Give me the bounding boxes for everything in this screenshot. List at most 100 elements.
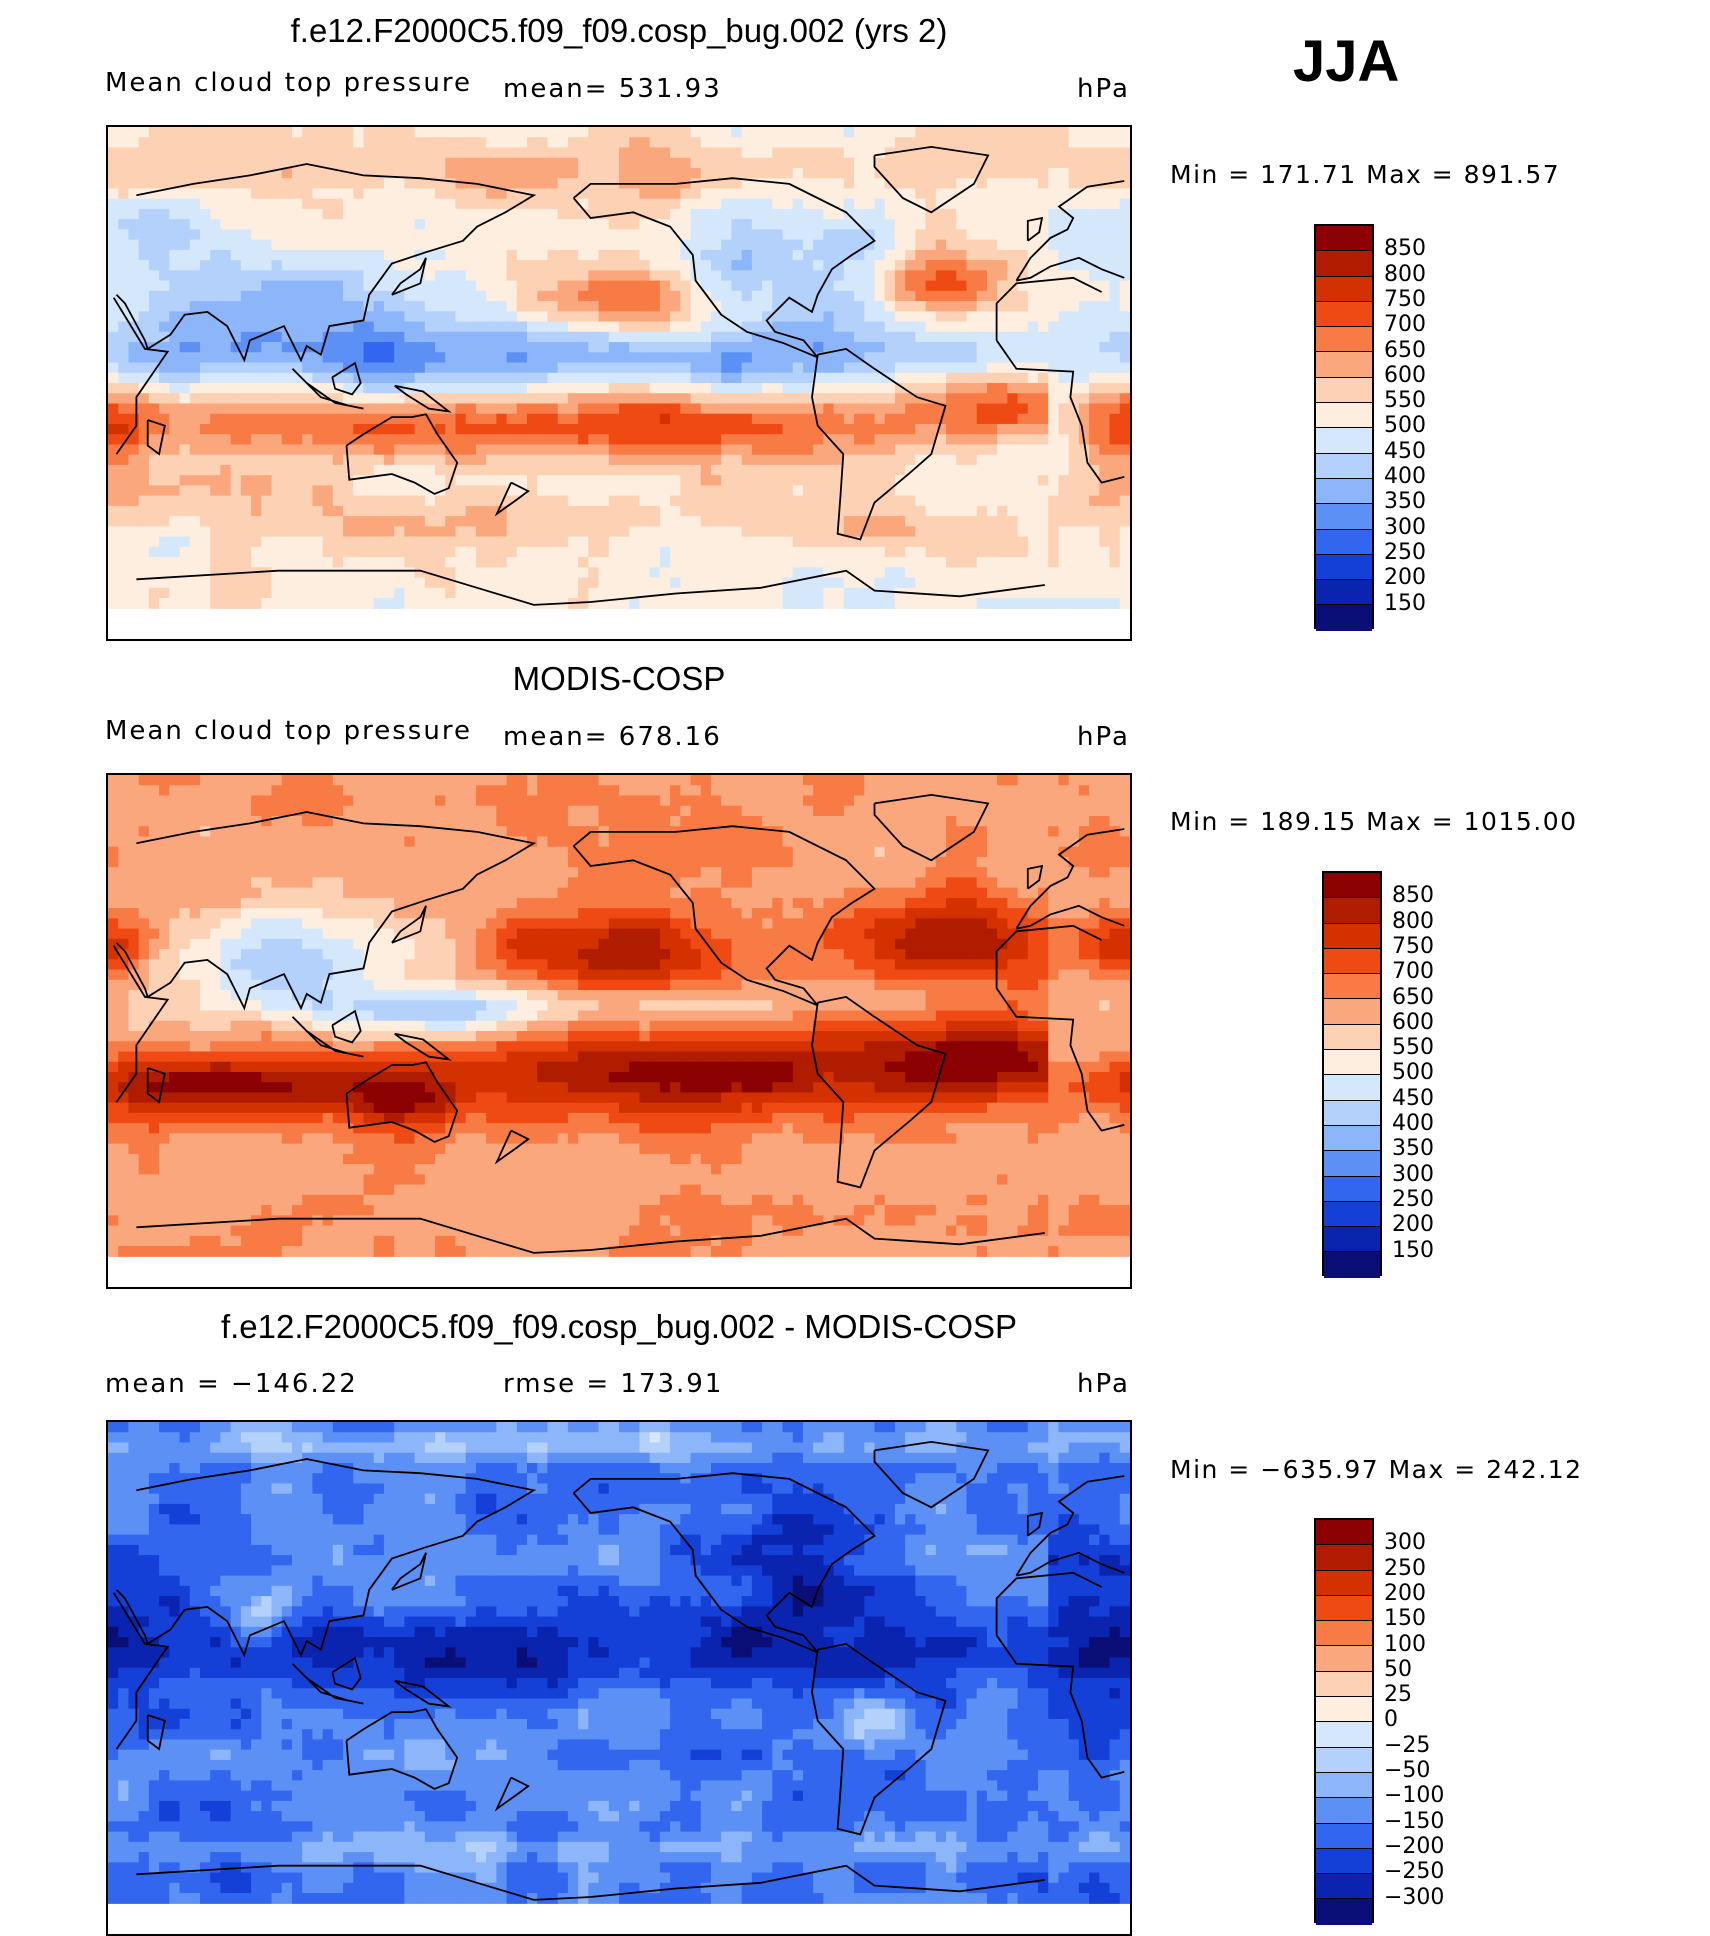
field-cell	[179, 229, 191, 241]
field-cell	[1058, 546, 1070, 558]
field-cell	[925, 352, 937, 364]
field-cell	[1099, 321, 1111, 333]
field-cell	[343, 342, 354, 353]
field-cell	[445, 587, 457, 599]
field-cell	[629, 239, 641, 251]
field-cell	[322, 249, 334, 261]
field-cell	[1089, 311, 1100, 323]
field-cell	[1078, 342, 1090, 353]
field-cell	[762, 178, 773, 190]
field-cell	[373, 280, 385, 292]
field-cell	[670, 444, 681, 456]
field-cell	[537, 546, 549, 558]
field-cell	[251, 775, 262, 786]
field-cell	[1048, 290, 1060, 302]
field-cell	[894, 229, 906, 241]
field-cell	[496, 403, 508, 415]
field-cell	[680, 444, 692, 456]
field-cell	[588, 208, 600, 220]
field-cell	[772, 321, 784, 333]
field-cell	[966, 464, 978, 476]
field-cell	[792, 321, 804, 333]
field-cell	[179, 454, 191, 466]
field-cell	[935, 546, 947, 558]
field-cell	[670, 301, 681, 312]
field-cell	[874, 249, 886, 261]
field-cell	[1038, 475, 1049, 486]
field-cell	[251, 557, 262, 568]
field-cell	[782, 290, 794, 302]
field-cell	[312, 795, 324, 807]
field-cell	[516, 239, 528, 251]
field-cell	[179, 536, 191, 548]
field-cell	[1089, 157, 1100, 169]
field-cell	[741, 280, 753, 292]
field-cell	[1099, 403, 1111, 415]
field-cell	[629, 249, 641, 261]
field-cell	[925, 775, 937, 786]
field-cell	[128, 485, 140, 497]
field-cell	[1017, 454, 1029, 466]
field-cell	[527, 229, 538, 241]
field-cell	[394, 208, 405, 220]
field-cell	[1048, 536, 1060, 548]
field-cell	[527, 546, 538, 558]
field-cell	[915, 127, 927, 138]
field-cell	[700, 434, 712, 446]
field-cell	[148, 536, 160, 548]
field-cell	[976, 229, 988, 241]
field-cell	[108, 331, 119, 343]
field-cell	[1058, 475, 1070, 486]
field-cell	[598, 331, 610, 343]
field-cell	[670, 526, 681, 538]
field-cell	[159, 598, 170, 609]
field-cell	[118, 567, 130, 579]
field-cell	[363, 280, 375, 292]
field-cell	[261, 403, 273, 415]
field-cell	[659, 239, 671, 251]
field-cell	[506, 464, 518, 476]
field-cell	[557, 260, 569, 271]
field-cell	[506, 505, 518, 517]
field-cell	[956, 167, 968, 179]
field-cell	[1058, 464, 1070, 476]
field-cell	[496, 229, 508, 241]
field-cell	[312, 137, 324, 149]
field-cell	[281, 475, 293, 486]
field-cell	[567, 413, 579, 425]
field-cell	[373, 454, 385, 466]
field-cell	[578, 516, 589, 527]
field-cell	[1038, 516, 1049, 527]
field-cell	[516, 383, 528, 394]
field-cell	[823, 383, 835, 394]
field-cell	[1068, 280, 1080, 292]
field-cell	[199, 785, 211, 797]
field-cell	[251, 454, 262, 466]
field-cell	[128, 147, 140, 159]
field-cell	[537, 301, 549, 312]
field-cell	[670, 423, 681, 435]
field-cell	[1007, 157, 1019, 169]
field-cell	[199, 413, 211, 425]
field-cell	[915, 188, 927, 200]
field-cell	[547, 464, 559, 476]
field-cell	[925, 270, 937, 282]
field-cell	[700, 311, 712, 323]
field-cell	[619, 464, 630, 476]
field-cell	[751, 577, 763, 589]
field-cell	[547, 331, 559, 343]
field-cell	[946, 485, 957, 497]
field-cell	[475, 475, 487, 486]
field-cell	[1007, 444, 1019, 456]
field-cell	[312, 188, 324, 200]
field-cell	[741, 188, 753, 200]
field-cell	[383, 516, 395, 527]
field-cell	[383, 536, 395, 548]
field-cell	[925, 198, 937, 210]
field-cell	[486, 311, 497, 323]
field-cell	[547, 546, 559, 558]
field-cell	[414, 485, 426, 497]
field-cell	[710, 526, 722, 538]
field-cell	[547, 239, 559, 251]
field-cell	[353, 229, 365, 241]
